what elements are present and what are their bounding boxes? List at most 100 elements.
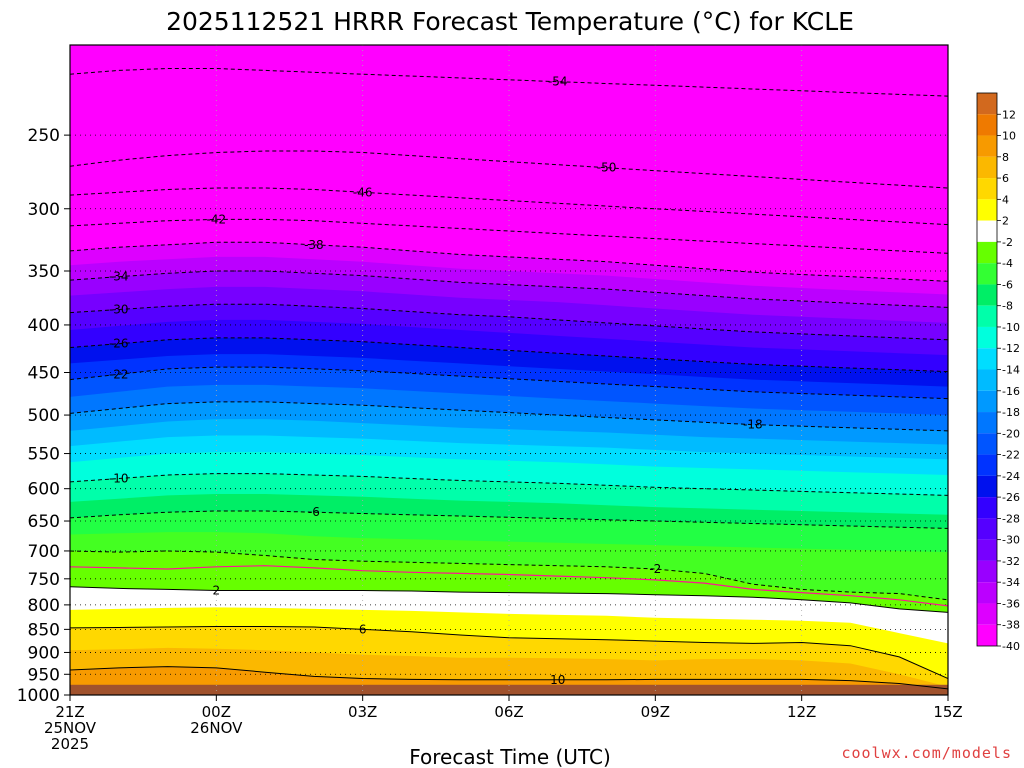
contour-label: -6 [308, 505, 320, 519]
y-tick-label: 800 [28, 596, 60, 616]
x-tick-label: 06Z [494, 703, 523, 721]
x-tick-label: 26NOV [190, 719, 243, 737]
y-tick-label: 350 [28, 262, 60, 282]
colorbar-label: -40 [1002, 640, 1020, 653]
y-tick-label: 900 [28, 643, 60, 663]
contour-label: -2 [649, 562, 661, 576]
colorbar-swatch [977, 518, 997, 540]
colorbar-label: 2 [1002, 215, 1009, 228]
colorbar-swatch [977, 475, 997, 498]
y-tick-label: 550 [28, 445, 60, 465]
y-axis: 250 300 350 400 450 500 550 600 650 700 750 800 850 9… [17, 126, 70, 706]
y-tick-label: 300 [28, 200, 60, 220]
colorbar-swatch [977, 412, 997, 434]
colorbar-label: -36 [1002, 597, 1020, 610]
colorbar-swatch [977, 624, 997, 646]
contour-label: -26 [109, 337, 129, 351]
colorbar-swatch [977, 369, 997, 391]
contour-label: -46 [353, 185, 373, 199]
colorbar-label: -12 [1002, 342, 1020, 355]
colorbar-swatch [977, 178, 997, 200]
colorbar-swatch [977, 305, 997, 327]
colorbar-label: -34 [1002, 576, 1020, 589]
y-tick-label: 1000 [17, 686, 60, 706]
x-tick-label: 09Z [641, 703, 670, 721]
colorbar-swatch [977, 199, 997, 221]
colorbar-label: -6 [1002, 278, 1013, 291]
colorbar-label: 12 [1002, 108, 1016, 121]
contour-label: -54 [548, 75, 568, 89]
colorbar-swatch [977, 560, 997, 583]
x-tick-label: 25NOV [44, 719, 97, 737]
y-tick-label: 250 [28, 126, 60, 146]
colorbar-swatch [977, 284, 997, 306]
y-tick-label: 650 [28, 512, 60, 532]
y-tick-label: 750 [28, 570, 60, 590]
contour-label: -34 [109, 270, 129, 284]
colorbar-label: -18 [1002, 406, 1020, 419]
colorbar-label: -16 [1002, 385, 1020, 398]
colorbar-swatch [977, 326, 997, 349]
plot-area: -54-50-46-42-38-34-30-26-22-18-10-6-2261… [69, 44, 949, 696]
colorbar-label: -14 [1002, 364, 1020, 377]
colorbar-swatch [977, 348, 997, 370]
contour-label: 6 [359, 622, 367, 636]
y-tick-label: 400 [28, 316, 60, 336]
y-tick-label: 500 [28, 406, 60, 426]
ground-strip [70, 684, 948, 695]
colorbar-swatch [977, 220, 997, 242]
credit-text: coolwx.com/models [841, 744, 1012, 762]
colorbar-swatch [977, 135, 997, 157]
contour-line [70, 586, 948, 613]
colorbar-label: 10 [1002, 130, 1016, 143]
colorbar-label: -8 [1002, 300, 1013, 313]
colorbar-label: -4 [1002, 257, 1013, 270]
y-tick-label: 450 [28, 364, 60, 384]
contour-label: -50 [597, 161, 617, 175]
colorbar-label: 8 [1002, 151, 1009, 164]
contour-label: -18 [743, 418, 763, 432]
colorbar-swatch [977, 433, 997, 455]
colorbar-swatch [977, 582, 997, 604]
contour-label: 2 [213, 583, 221, 597]
colorbar-swatch [977, 156, 997, 179]
contour-label: -22 [109, 367, 129, 381]
y-tick-label: 950 [28, 665, 60, 685]
colorbar-label: -22 [1002, 449, 1020, 462]
contour-label: -38 [304, 238, 324, 252]
colorbar-swatch [977, 603, 997, 625]
x-tick-label: 03Z [348, 703, 377, 721]
colorbar-swatch [977, 241, 997, 264]
colorbar: 12 10 8 6 4 2 -2 -4 -6 -8 -10 -12 -14 -16 -18 -20 -22 -24… [976, 92, 1020, 653]
colorbar-swatch [977, 114, 997, 136]
colorbar-swatch [977, 497, 997, 519]
x-tick-label: 12Z [787, 703, 816, 721]
colorbar-label: -10 [1002, 321, 1020, 334]
y-tick-label: 600 [28, 480, 60, 500]
colorbar-label: -2 [1002, 236, 1013, 249]
colorbar-swatch [977, 539, 997, 561]
colorbar-label: 4 [1002, 193, 1009, 206]
x-tick-label: 15Z [933, 703, 962, 721]
x-tick-label: 2025 [51, 735, 89, 753]
colorbar-label: -32 [1002, 555, 1020, 568]
colorbar-label: -26 [1002, 491, 1020, 504]
contour-line [70, 626, 948, 679]
x-tick-label: 21Z [55, 703, 84, 721]
colorbar-swatch [977, 390, 997, 413]
contour-label: -30 [109, 303, 129, 317]
y-tick-label: 850 [28, 620, 60, 640]
colorbar-label: 6 [1002, 172, 1009, 185]
colorbar-label: -30 [1002, 534, 1020, 547]
colorbar-label: -28 [1002, 512, 1020, 525]
colorbar-swatch [977, 454, 997, 476]
x-axis-label: Forecast Time (UTC) [409, 745, 611, 768]
contour-label: 10 [550, 673, 565, 687]
x-tick-label: 00Z [202, 703, 231, 721]
colorbar-swatch [977, 93, 997, 115]
colorbar-swatch [977, 263, 997, 285]
contour-label: -42 [207, 212, 227, 226]
colorbar-label: -20 [1002, 427, 1020, 440]
